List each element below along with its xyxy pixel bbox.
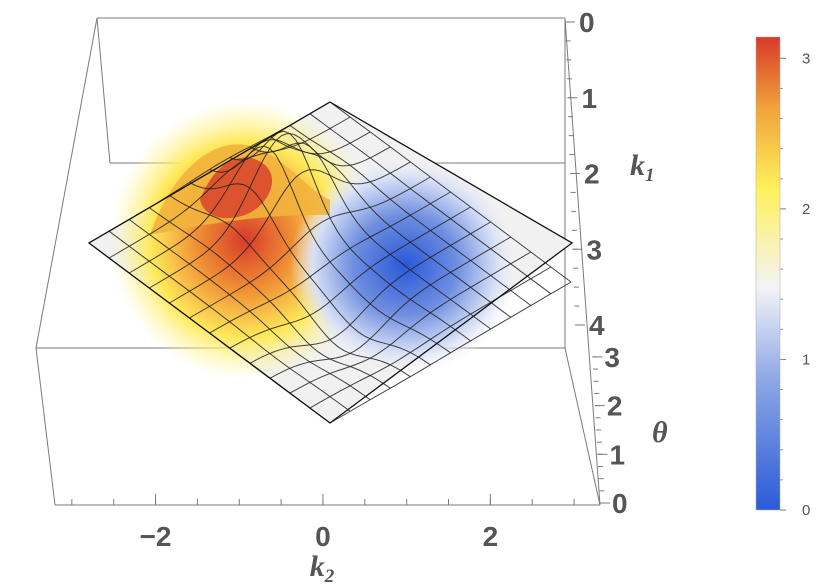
mesh-line [329, 281, 572, 424]
k1-tick-label: 2 [584, 159, 600, 190]
colorbar-tick-label: 0 [802, 502, 810, 519]
theta-tick-label: 3 [604, 342, 620, 373]
mesh-line [329, 101, 572, 283]
theta-tick-label: 1 [609, 439, 625, 470]
k2-tick-label: 0 [315, 521, 331, 552]
colorbar-tick-label: 1 [802, 351, 810, 368]
k1-axis-label: k1 [630, 149, 655, 186]
colorbar-legend: 0 1 2 3 [755, 36, 810, 519]
surface [87, 100, 574, 424]
colorbar-tick-label: 2 [802, 201, 810, 218]
k2-tick-label: −2 [140, 521, 172, 552]
theta-tick-label: 2 [607, 391, 623, 422]
frame-edge [96, 17, 111, 164]
k2-axis-subscript: 2 [324, 566, 335, 586]
k1-tick-label: 4 [589, 310, 605, 341]
k1-tick-label: 1 [582, 83, 598, 114]
colorbar-gradient [755, 36, 781, 511]
colorbar-tick-label: 3 [802, 50, 810, 67]
surface-trough-region [290, 155, 520, 375]
theta-tick-label: 0 [612, 488, 628, 519]
k1-axis-subscript: 1 [645, 165, 655, 186]
k2-axis-label: k2 [310, 550, 335, 586]
frame-edge [35, 347, 56, 506]
frame-edge [35, 17, 98, 349]
k2-tick-label: 2 [483, 521, 499, 552]
mesh-line [289, 251, 532, 394]
k1-tick-label: 0 [579, 7, 595, 38]
frame-edge [564, 17, 601, 506]
mesh-line [309, 266, 552, 409]
theta-axis-label: θ [652, 416, 668, 449]
surface-edge [87, 101, 574, 424]
mesh-line [309, 113, 552, 295]
k1-tick-label: 3 [587, 234, 603, 265]
frame-edge [564, 347, 601, 506]
